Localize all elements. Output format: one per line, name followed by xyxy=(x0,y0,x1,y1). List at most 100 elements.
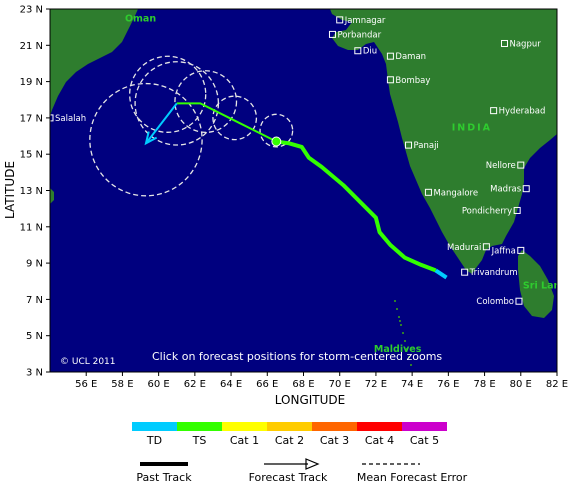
city-marker xyxy=(517,161,525,169)
city-label: Jaffna xyxy=(491,246,516,256)
lat-tick-label: 13 N xyxy=(20,186,43,197)
city-marker xyxy=(336,16,344,24)
lat-tick-label: 3 N xyxy=(26,368,43,379)
forecast-arrowhead xyxy=(144,131,158,146)
lon-tick-label: 74 E xyxy=(401,379,423,390)
legend-label: Cat 4 xyxy=(365,434,394,447)
land-oman-coast xyxy=(50,188,54,204)
lat-tick-label: 23 N xyxy=(20,5,43,16)
forecast-track-arrowhead xyxy=(305,458,320,470)
legend-label: Cat 3 xyxy=(320,434,349,447)
city-label: Nellore xyxy=(486,161,516,171)
city-label: Colombo xyxy=(476,297,514,307)
past-track-ts xyxy=(276,139,437,273)
lon-tick-label: 72 E xyxy=(365,379,387,390)
lon-tick-label: 60 E xyxy=(148,379,170,390)
city-label: Salalah xyxy=(55,114,86,124)
forecast-error-circle[interactable] xyxy=(129,55,207,133)
city-label: Madurai xyxy=(447,243,481,253)
city-marker xyxy=(490,107,498,115)
city-marker xyxy=(405,141,413,149)
legend-swatch xyxy=(267,422,312,431)
lat-tick-label: 7 N xyxy=(26,295,43,306)
lon-tick-label: 78 E xyxy=(473,379,495,390)
legend-swatch xyxy=(402,422,447,431)
city-label: Panaji xyxy=(414,141,439,151)
city-marker xyxy=(386,76,394,84)
legend-label: Cat 2 xyxy=(275,434,304,447)
legend-label: Cat 1 xyxy=(230,434,259,447)
x-axis-title: LONGITUDE xyxy=(275,393,345,407)
land-oman xyxy=(50,9,138,116)
legend-swatch xyxy=(357,422,402,431)
lon-tick-label: 62 E xyxy=(184,379,206,390)
region-label: Sri Lanka xyxy=(523,281,573,292)
forecast-track-label: Forecast Track xyxy=(249,471,328,484)
legend-swatch xyxy=(132,422,177,431)
lat-tick-label: 15 N xyxy=(20,150,43,161)
lon-tick-label: 66 E xyxy=(256,379,278,390)
city-marker xyxy=(461,268,469,276)
city-marker xyxy=(522,185,530,193)
lon-tick-label: 76 E xyxy=(437,379,459,390)
forecast-track-td[interactable] xyxy=(145,102,178,144)
lon-tick-label: 80 E xyxy=(510,379,532,390)
forecast-track-ts[interactable] xyxy=(176,102,277,143)
city-marker xyxy=(424,188,432,196)
city-label: Bombay xyxy=(395,76,430,86)
y-axis-title: LATITUDE xyxy=(3,161,17,219)
city-label: Diu xyxy=(363,47,377,57)
city-label: Porbandar xyxy=(337,30,381,40)
lon-tick-label: 64 E xyxy=(220,379,242,390)
forecast-error-circle[interactable] xyxy=(259,113,294,148)
lon-tick-label: 58 E xyxy=(111,379,133,390)
city-label: Nagpur xyxy=(509,39,541,49)
lon-tick-label: 82 E xyxy=(546,379,568,390)
lon-tick-label: 56 E xyxy=(75,379,97,390)
lon-tick-label: 68 E xyxy=(292,379,314,390)
city-label: Pondicherry xyxy=(462,206,512,216)
legend-swatch xyxy=(177,422,222,431)
past-track-label: Past Track xyxy=(136,471,192,484)
lat-tick-label: 21 N xyxy=(20,41,43,52)
land-sri-lanka xyxy=(518,250,554,318)
forecast-error-circle[interactable] xyxy=(134,61,220,146)
maldives-islands xyxy=(394,300,412,366)
lat-tick-label: 9 N xyxy=(26,259,43,270)
city-marker xyxy=(386,52,394,60)
copyright-text: © UCL 2011 xyxy=(60,357,116,367)
city-marker xyxy=(500,39,508,47)
forecast-error-circle[interactable] xyxy=(89,82,203,197)
city-label: Trivandrum xyxy=(469,268,518,278)
city-marker xyxy=(328,30,336,38)
zoom-instruction: Click on forecast positions for storm-ce… xyxy=(152,350,442,363)
region-label: Oman xyxy=(125,14,156,25)
lat-tick-label: 11 N xyxy=(20,222,43,233)
current-storm-position[interactable] xyxy=(271,136,282,147)
city-marker xyxy=(482,243,490,251)
legend-swatch xyxy=(222,422,267,431)
lat-tick-label: 17 N xyxy=(20,113,43,124)
city-label: Daman xyxy=(395,52,426,62)
region-label: Maldives xyxy=(374,344,422,355)
lat-tick-label: 5 N xyxy=(26,331,43,342)
city-marker xyxy=(354,47,362,55)
lat-tick-label: 19 N xyxy=(20,77,43,88)
city-marker xyxy=(517,246,525,254)
city-marker xyxy=(513,206,521,214)
city-label: Hyderabad xyxy=(499,107,546,117)
past-track-td xyxy=(434,268,448,280)
forecast-error-circle[interactable] xyxy=(174,70,238,133)
region-label: INDIA xyxy=(452,123,492,134)
legend-label: Cat 5 xyxy=(410,434,439,447)
legend-label: TD xyxy=(146,434,162,447)
legend-label: TS xyxy=(192,434,207,447)
city-label: Madras xyxy=(490,185,522,195)
city-label: Jamnagar xyxy=(344,16,386,26)
legend-swatch xyxy=(312,422,357,431)
mean-error-label: Mean Forecast Error xyxy=(357,471,468,484)
city-marker xyxy=(515,297,523,305)
city-marker xyxy=(50,114,54,122)
forecast-error-circle[interactable] xyxy=(212,95,258,141)
